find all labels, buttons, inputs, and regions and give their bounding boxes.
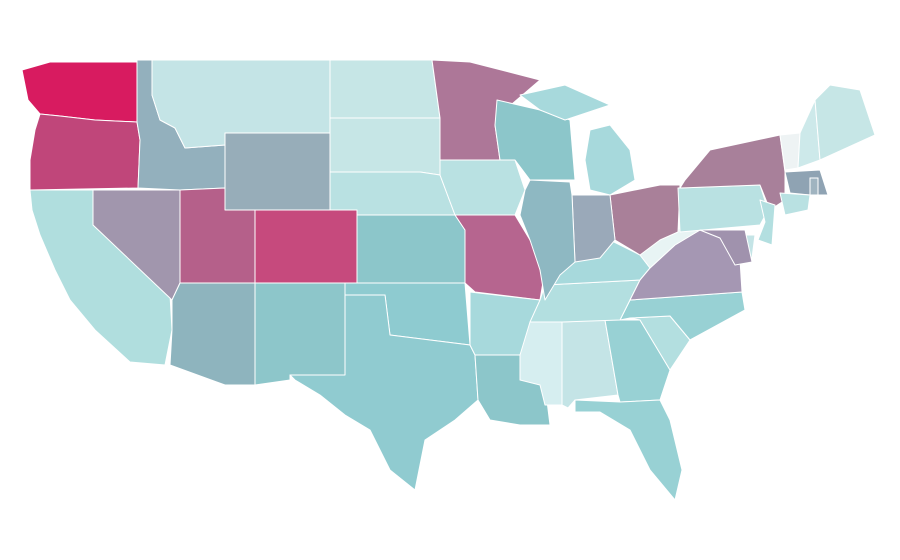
state	[757, 199, 776, 246]
state	[519, 84, 636, 196]
state	[169, 282, 256, 386]
state	[609, 184, 681, 256]
state	[439, 159, 526, 216]
state	[356, 214, 466, 284]
state	[519, 179, 576, 301]
state	[784, 169, 829, 196]
state	[699, 229, 753, 266]
state	[254, 282, 346, 386]
state	[21, 61, 138, 123]
state	[329, 171, 456, 216]
state	[289, 294, 479, 491]
state	[329, 117, 441, 176]
state	[809, 177, 819, 196]
state	[574, 399, 683, 501]
state	[677, 184, 769, 233]
state	[254, 209, 358, 284]
state	[779, 192, 811, 216]
state	[29, 113, 141, 191]
state	[814, 84, 876, 161]
state	[329, 59, 441, 119]
state	[224, 132, 331, 211]
